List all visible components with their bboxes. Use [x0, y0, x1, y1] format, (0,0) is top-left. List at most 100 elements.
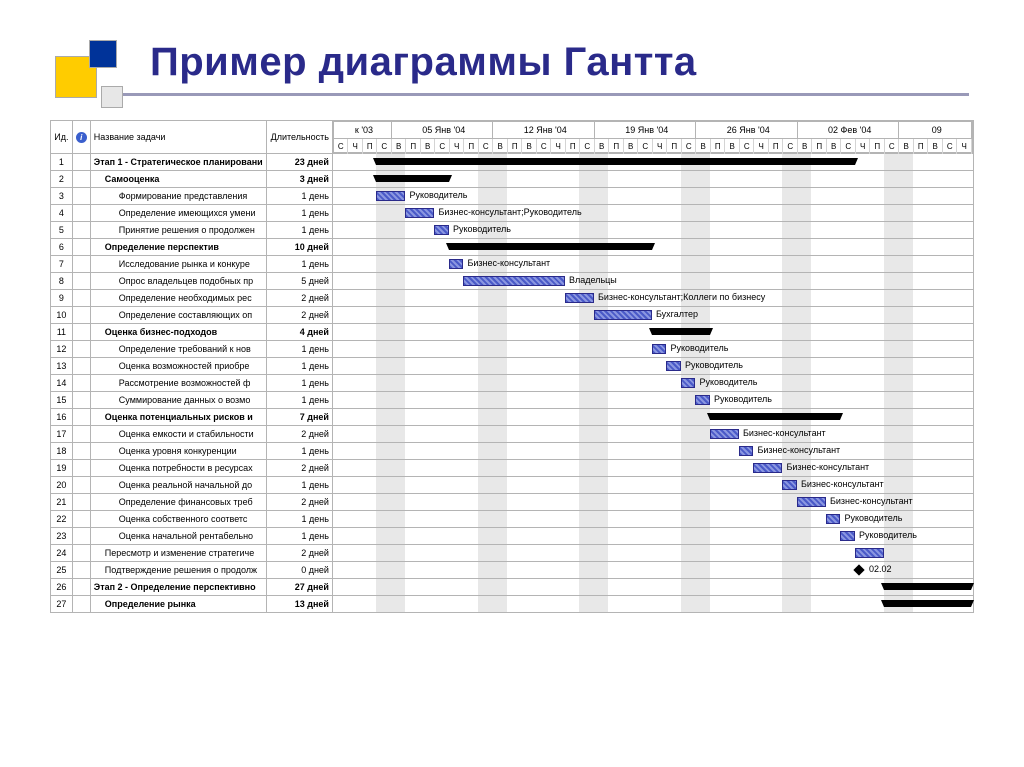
summary-bar: [376, 175, 449, 182]
row-timeline: Руководитель: [332, 222, 973, 239]
timeline-header-cell: к '0305 Янв '0412 Янв '0419 Янв '0426 Ян…: [332, 121, 973, 154]
gantt-row: 25Подтверждение решения о продолж0 дней0…: [51, 562, 974, 579]
row-id: 8: [51, 273, 73, 290]
row-id: 9: [51, 290, 73, 307]
row-name: Оценка емкости и стабильности: [90, 426, 267, 443]
row-duration: 13 дней: [267, 596, 333, 613]
row-info: [72, 443, 90, 460]
row-id: 2: [51, 171, 73, 188]
row-name: Этап 1 - Стратегическое планировани: [90, 154, 267, 171]
task-bar: [449, 259, 464, 269]
gantt-row: 4Определение имеющихся умени1 деньБизнес…: [51, 205, 974, 222]
row-info: [72, 290, 90, 307]
row-duration: 2 дней: [267, 494, 333, 511]
row-id: 10: [51, 307, 73, 324]
row-name: Принятие решения о продолжен: [90, 222, 267, 239]
row-name: Определение требований к нов: [90, 341, 267, 358]
summary-bar: [884, 600, 971, 607]
gantt-row: 10 Определение составляющих оп2 днейБухга…: [51, 307, 974, 324]
row-id: 17: [51, 426, 73, 443]
gantt-row: 21 Определение финансовых треб2 днейБизне…: [51, 494, 974, 511]
row-duration: 2 дней: [267, 307, 333, 324]
row-name: Определение имеющихся умени: [90, 205, 267, 222]
row-duration: 2 дней: [267, 426, 333, 443]
task-bar: [855, 548, 884, 558]
row-info: [72, 171, 90, 188]
row-name: Пересмотр и изменение стратегиче: [90, 545, 267, 562]
row-duration: 1 день: [267, 188, 333, 205]
row-name: Определение финансовых треб: [90, 494, 267, 511]
row-timeline: Руководитель: [332, 375, 973, 392]
row-id: 1: [51, 154, 73, 171]
summary-bar: [710, 413, 841, 420]
task-label: Руководитель: [714, 394, 772, 404]
row-info: [72, 154, 90, 171]
row-name: Оценка потенциальных рисков и: [90, 409, 267, 426]
task-label: Бизнес-консультант: [757, 445, 840, 455]
task-bar: [782, 480, 797, 490]
task-bar: [463, 276, 565, 286]
row-id: 19: [51, 460, 73, 477]
row-duration: 1 день: [267, 392, 333, 409]
row-timeline: Бизнес-консультант;Руководитель: [332, 205, 973, 222]
gantt-row: 22Оценка собственного соответс1 деньРуко…: [51, 511, 974, 528]
row-info: [72, 528, 90, 545]
gantt-row: 24Пересмотр и изменение стратегиче2 дней: [51, 545, 974, 562]
gantt-row: 12Определение требований к нов1 деньРуко…: [51, 341, 974, 358]
row-id: 20: [51, 477, 73, 494]
row-duration: 1 день: [267, 443, 333, 460]
row-id: 15: [51, 392, 73, 409]
row-info: [72, 324, 90, 341]
row-name: Суммирование данных о возмо: [90, 392, 267, 409]
milestone-icon: [853, 564, 864, 575]
row-info: [72, 460, 90, 477]
gantt-chart: Ид. i Название задачи Длительность к '03…: [50, 120, 974, 613]
title-underline: [105, 93, 969, 96]
task-label: Бизнес-консультант: [786, 462, 869, 472]
task-bar: [376, 191, 405, 201]
row-info: [72, 596, 90, 613]
task-bar: [840, 531, 855, 541]
row-timeline: Руководитель: [332, 188, 973, 205]
row-info: [72, 545, 90, 562]
row-id: 21: [51, 494, 73, 511]
row-id: 7: [51, 256, 73, 273]
task-label: Руководитель: [844, 513, 902, 523]
row-id: 3: [51, 188, 73, 205]
row-name: Оценка начальной рентабельно: [90, 528, 267, 545]
info-icon: i: [76, 132, 87, 143]
row-info: [72, 307, 90, 324]
row-id: 27: [51, 596, 73, 613]
gantt-row: 27Определение рынка13 дней: [51, 596, 974, 613]
row-name: Опрос владельцев подобных пр: [90, 273, 267, 290]
row-timeline: [332, 324, 973, 341]
gantt-row: 9Определение необходимых рес2 днейБизнес…: [51, 290, 974, 307]
row-id: 22: [51, 511, 73, 528]
row-name: Оценка бизнес-подходов: [90, 324, 267, 341]
task-label: Владельцы: [569, 275, 617, 285]
row-id: 23: [51, 528, 73, 545]
gantt-row: 16Оценка потенциальных рисков и7 дней: [51, 409, 974, 426]
row-id: 6: [51, 239, 73, 256]
row-duration: 1 день: [267, 511, 333, 528]
row-duration: 4 дней: [267, 324, 333, 341]
summary-bar: [652, 328, 710, 335]
row-id: 16: [51, 409, 73, 426]
row-info: [72, 188, 90, 205]
task-bar: [695, 395, 710, 405]
row-name: Определение составляющих оп: [90, 307, 267, 324]
row-duration: 1 день: [267, 375, 333, 392]
gantt-row: 19Оценка потребности в ресурсах2 днейБиз…: [51, 460, 974, 477]
row-name: Рассмотрение возможностей ф: [90, 375, 267, 392]
row-timeline: Бухгалтер: [332, 307, 973, 324]
col-id-header: Ид.: [51, 121, 73, 154]
row-id: 4: [51, 205, 73, 222]
row-name: Самооценка: [90, 171, 267, 188]
row-timeline: [332, 171, 973, 188]
task-bar: [681, 378, 696, 388]
col-name-header: Название задачи: [90, 121, 267, 154]
task-label: Бизнес-консультант;Коллеги по бизнесу: [598, 292, 765, 302]
row-timeline: [332, 409, 973, 426]
row-timeline: Бизнес-консультант: [332, 494, 973, 511]
row-info: [72, 341, 90, 358]
